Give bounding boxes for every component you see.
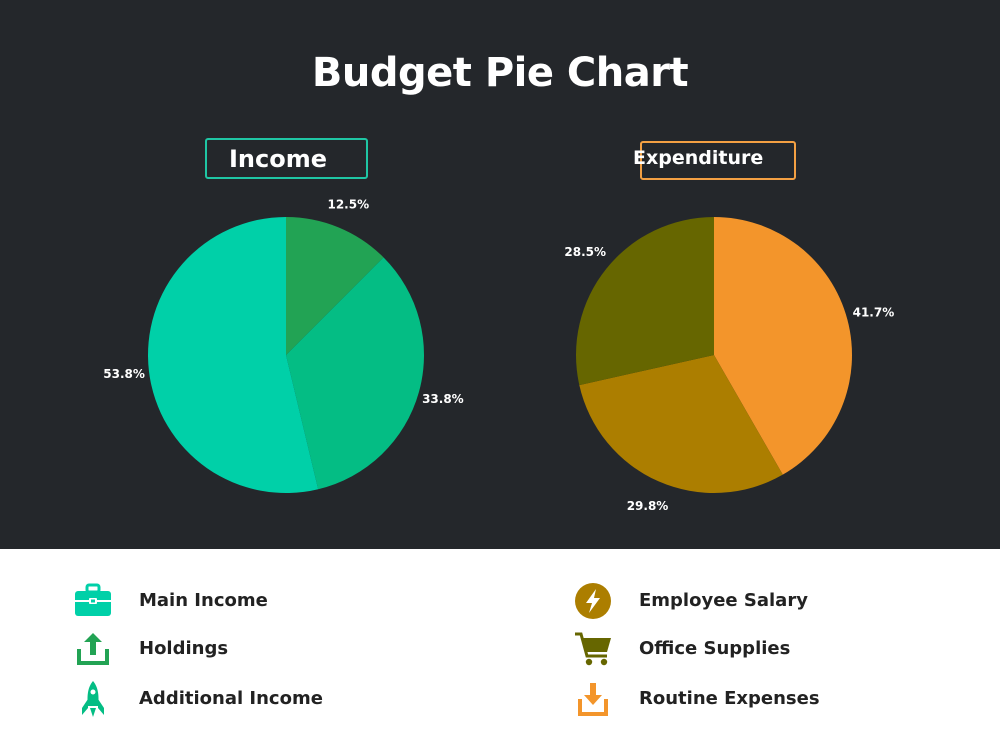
income-slice-holdings	[286, 217, 384, 355]
chart-panel: Budget Pie Chart Income Expenditure 12.5…	[0, 0, 1000, 549]
expenditure-data-label: 29.8%	[627, 499, 669, 513]
legend-label: Additional Income	[139, 688, 323, 709]
legend-label: Main Income	[139, 590, 268, 611]
page-title: Budget Pie Chart	[311, 50, 689, 96]
income-slice-main-income	[148, 217, 319, 493]
legend-label: Holdings	[139, 638, 229, 659]
expenditure-slice-office-supplies	[575, 217, 714, 386]
expenditure-data-label: 41.7%	[853, 305, 895, 319]
legend-label: Employee Salary	[639, 590, 808, 611]
expenditure-slice-routine-expenses	[714, 217, 853, 475]
income-data-label: 33.8%	[422, 392, 464, 406]
legend-label: Office Supplies	[639, 638, 791, 659]
legend: Main Income Holdings Additional Income E…	[0, 549, 1000, 750]
cart-icon	[575, 632, 611, 666]
download-icon	[578, 683, 608, 716]
briefcase-icon	[75, 583, 111, 616]
lightning-icon	[575, 583, 611, 619]
rocket-icon	[82, 681, 104, 717]
income-pie-chart: 12.5% 33.8% 53.8%	[103, 197, 464, 493]
expenditure-chart-title: Expenditure	[633, 141, 796, 180]
expenditure-slice-employee-salary	[579, 355, 783, 494]
income-data-label: 53.8%	[103, 367, 145, 381]
income-chart-title: Income	[205, 138, 368, 179]
expenditure-data-label: 28.5%	[564, 245, 606, 259]
income-slice-additional-income	[286, 257, 424, 490]
expenditure-pie-chart: 41.7% 29.8% 28.5%	[564, 217, 895, 513]
income-data-label: 12.5%	[327, 197, 369, 211]
upload-icon	[77, 633, 109, 665]
legend-label: Routine Expenses	[639, 688, 820, 709]
expenditure-chart-title-text: Expenditure	[633, 147, 764, 169]
